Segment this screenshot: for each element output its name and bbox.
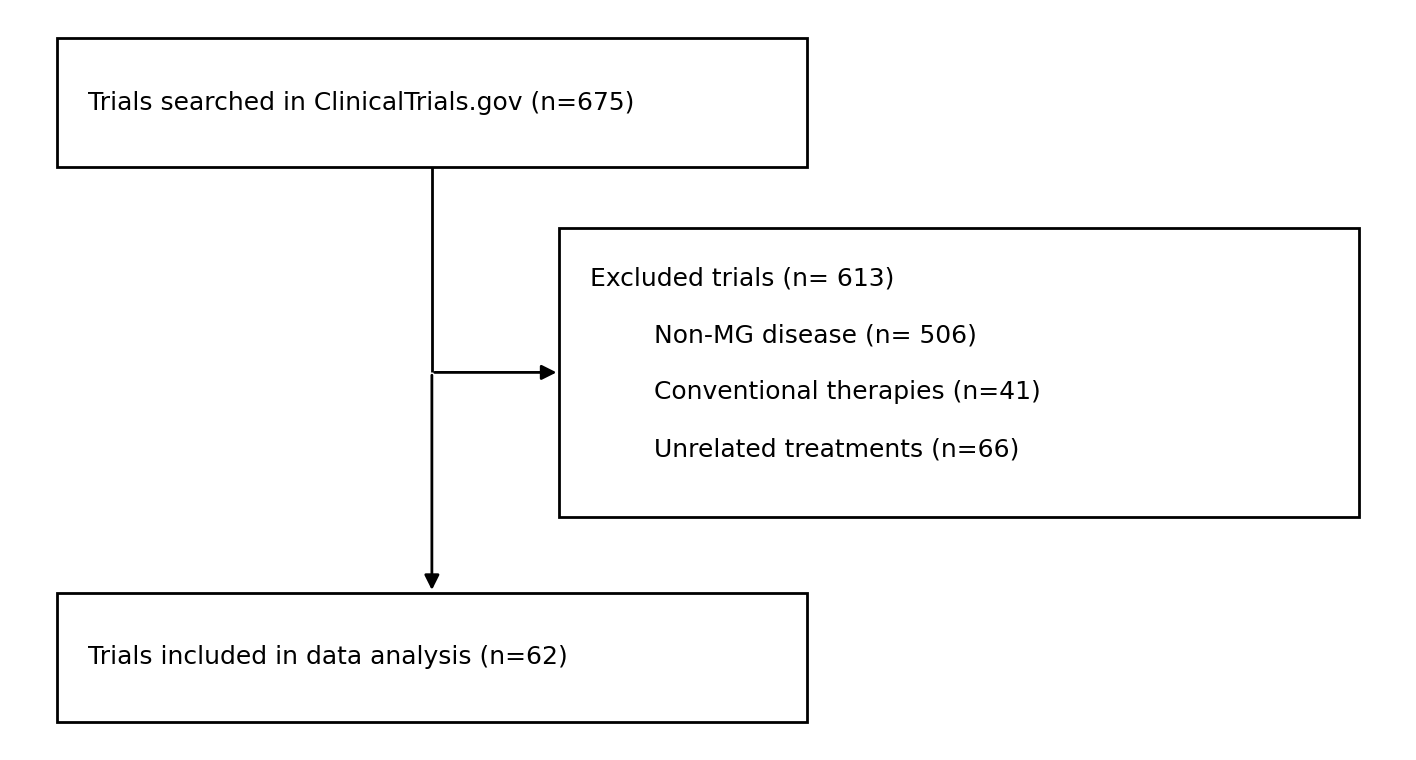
Bar [57,38,807,167]
Text: Unrelated treatments (n=66): Unrelated treatments (n=66) [590,437,1020,461]
Text: Trials searched in ClinicalTrials.gov (n=675): Trials searched in ClinicalTrials.gov (n… [88,90,634,115]
Text: Trials included in data analysis (n=62): Trials included in data analysis (n=62) [88,645,568,670]
Bar [559,228,1359,517]
Text: Excluded trials (n= 613): Excluded trials (n= 613) [590,266,895,290]
Bar [57,593,807,722]
Text: Conventional therapies (n=41): Conventional therapies (n=41) [590,380,1041,404]
Text: Non-MG disease (n= 506): Non-MG disease (n= 506) [590,323,977,347]
